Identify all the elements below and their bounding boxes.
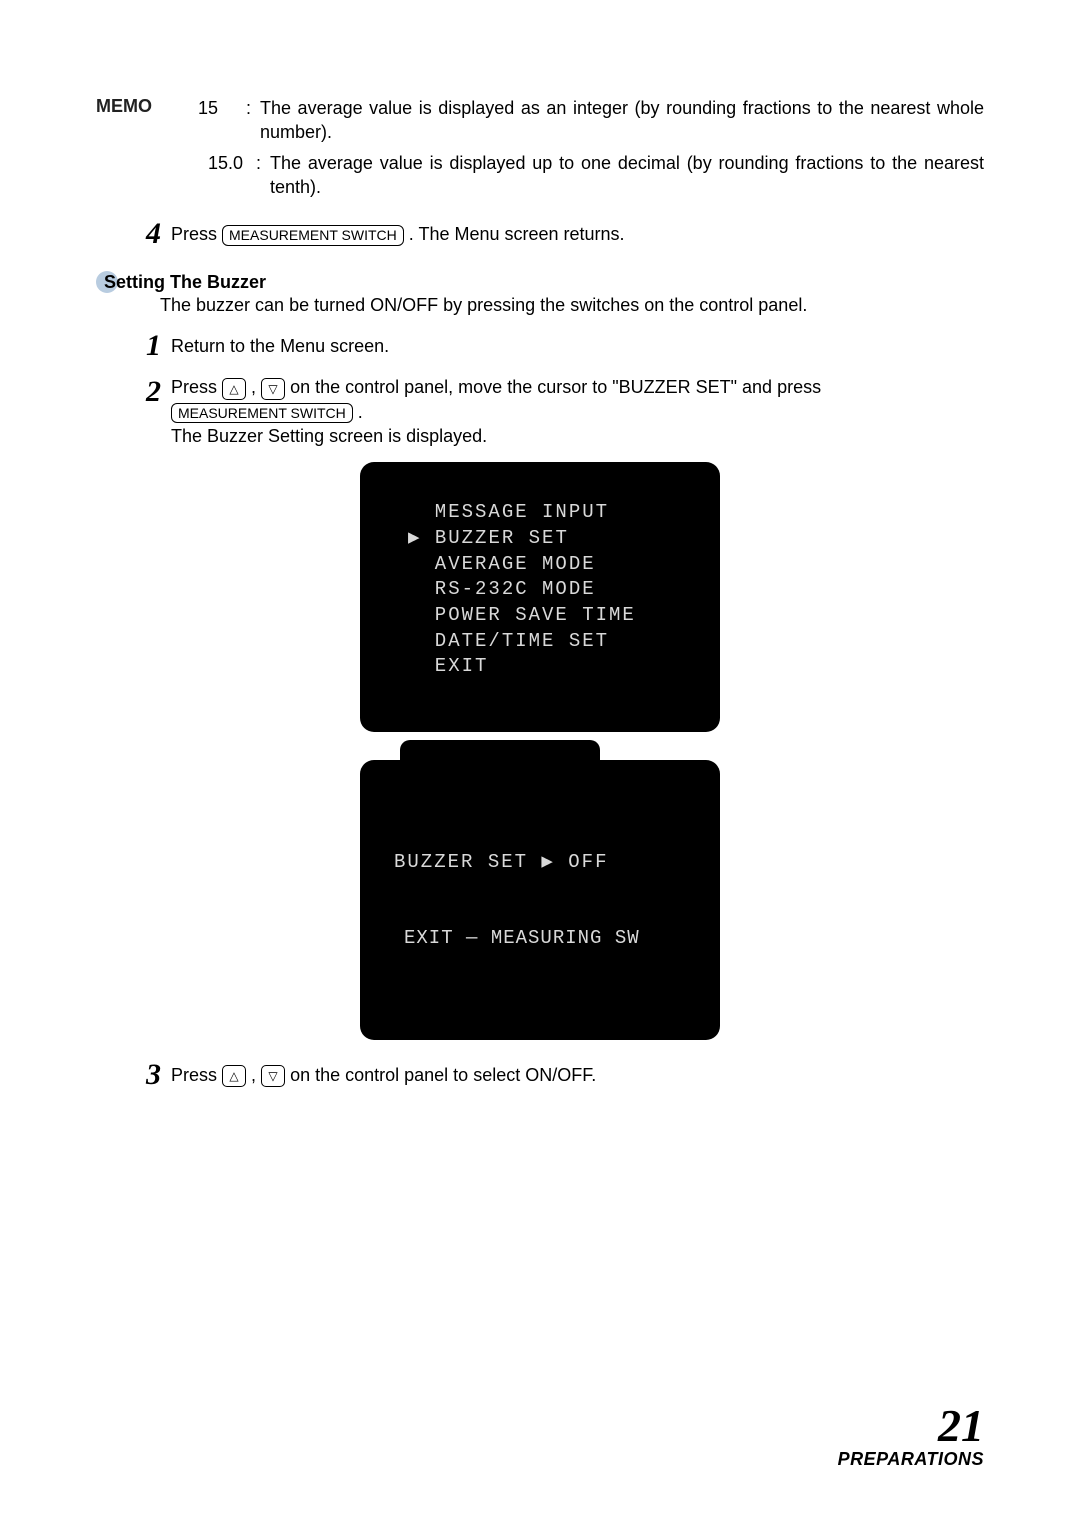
- colon: :: [246, 96, 260, 145]
- text: Press: [171, 224, 222, 244]
- menu-screen: MESSAGE INPUT ▶ BUZZER SET AVERAGE MODE …: [360, 462, 720, 732]
- list-item: EXIT: [408, 654, 690, 680]
- step-1: 1 Return to the Menu screen.: [146, 329, 984, 363]
- list-item: AVERAGE MODE: [408, 552, 690, 578]
- memo-block: MEMO 15 : The average value is displayed…: [96, 96, 984, 145]
- text: . The Menu screen returns.: [409, 224, 625, 244]
- text: ,: [251, 1065, 261, 1085]
- footer-label: PREPARATIONS: [838, 1449, 984, 1470]
- list-item: MESSAGE INPUT: [408, 500, 690, 526]
- step-text: Return to the Menu screen.: [171, 334, 389, 358]
- down-arrow-icon: ▽: [261, 378, 285, 400]
- exit-line: EXIT — MEASURING SW: [394, 926, 700, 952]
- memo-item: 15.0 : The average value is displayed up…: [208, 151, 984, 200]
- memo-key: 15: [198, 96, 246, 145]
- list-item: DATE/TIME SET: [408, 629, 690, 655]
- text: Press: [171, 377, 222, 397]
- up-arrow-icon: △: [222, 378, 246, 400]
- step-number: 1: [146, 329, 161, 363]
- list-item: POWER SAVE TIME: [408, 603, 690, 629]
- step-2: 2 Press △ , ▽ on the control panel, move…: [146, 375, 984, 448]
- memo-item: 15 : The average value is displayed as a…: [198, 96, 984, 145]
- text: on the control panel to select ON/OFF.: [290, 1065, 596, 1085]
- page-number: 21: [838, 1403, 984, 1449]
- measurement-switch-button: MEASUREMENT SWITCH: [222, 225, 404, 246]
- step-number: 4: [146, 217, 161, 251]
- step-text: Press △ , ▽ on the control panel to sele…: [171, 1063, 596, 1087]
- page-footer: 21 PREPARATIONS: [838, 1403, 984, 1470]
- section-heading: Setting The Buzzer: [104, 272, 266, 293]
- step-3: 3 Press △ , ▽ on the control panel to se…: [146, 1058, 984, 1092]
- screen-tab: [400, 740, 600, 776]
- text: Press: [171, 1065, 222, 1085]
- colon: :: [256, 151, 270, 200]
- section-intro: The buzzer can be turned ON/OFF by press…: [160, 293, 984, 317]
- memo-label: MEMO: [96, 96, 152, 117]
- step-4: 4 Press MEASUREMENT SWITCH . The Menu sc…: [146, 217, 984, 251]
- measurement-switch-button: MEASUREMENT SWITCH: [171, 403, 353, 424]
- buzzer-setting-screen: BUZZER SET ▶ OFF EXIT — MEASURING SW: [360, 760, 720, 1040]
- step-number: 2: [146, 375, 161, 409]
- list-item: ▶ BUZZER SET: [408, 526, 690, 552]
- memo-text: The average value is displayed up to one…: [270, 151, 984, 200]
- memo-key: 15.0: [208, 151, 256, 200]
- step-text: Press △ , ▽ on the control panel, move t…: [171, 375, 821, 448]
- down-arrow-icon: ▽: [261, 1065, 285, 1087]
- section-heading-row: Setting The Buzzer: [96, 271, 984, 293]
- step-text: Press MEASUREMENT SWITCH . The Menu scre…: [171, 222, 625, 246]
- memo-text: The average value is displayed as an int…: [260, 96, 984, 145]
- text: .: [358, 402, 363, 422]
- step-number: 3: [146, 1058, 161, 1092]
- text: ,: [251, 377, 261, 397]
- text: The Buzzer Setting screen is displayed.: [171, 426, 487, 446]
- buzzer-set-line: BUZZER SET ▶ OFF: [394, 850, 700, 876]
- list-item: RS-232C MODE: [408, 577, 690, 603]
- up-arrow-icon: △: [222, 1065, 246, 1087]
- text: on the control panel, move the cursor to…: [290, 377, 821, 397]
